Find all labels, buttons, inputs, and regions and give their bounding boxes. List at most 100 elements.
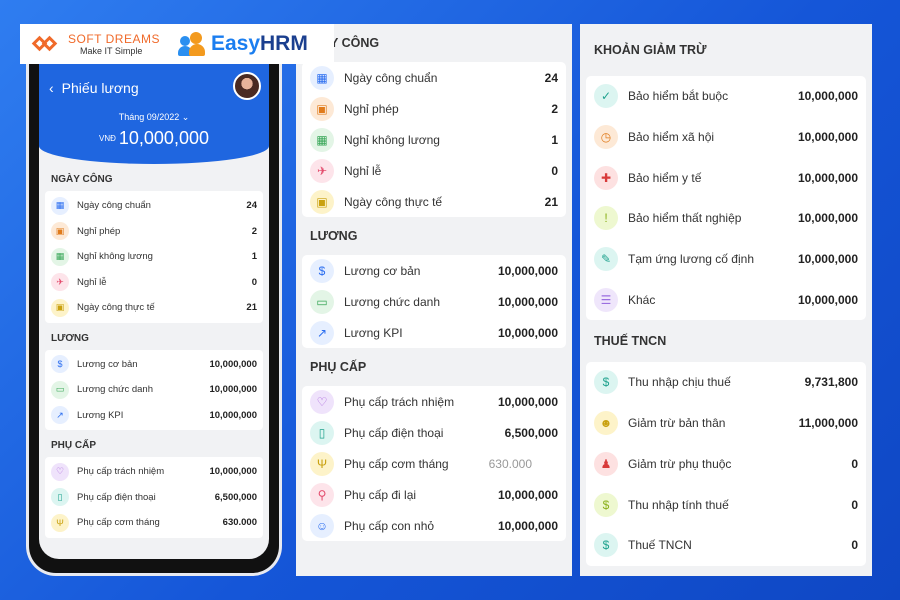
list-item-nghi-phep[interactable]: ▣ Nghỉ phép 2 <box>310 93 558 124</box>
list-item-nghi-khong-luong[interactable]: ▦ Nghỉ không lương 1 <box>51 244 257 270</box>
item-value: 10,000,000 <box>497 325 558 340</box>
list-item-ngay-cong-thuc-te[interactable]: ▣ Ngày công thực tế 21 <box>51 295 257 321</box>
list-item-luong-kpi[interactable]: ↗ Lương KPI 10,000,000 <box>51 403 257 429</box>
list-item-thue-tncn[interactable]: $ Thuế TNCN 0 <box>594 525 858 566</box>
list-item-nghi-le[interactable]: ✈ Nghỉ lễ 0 <box>310 155 558 186</box>
item-value: 6,500,000 <box>214 491 257 503</box>
item-label: Nghỉ không lương <box>77 251 153 263</box>
net-salary: VNĐ 10,000,000 <box>39 128 269 149</box>
middle-sections: ▦ Ngày công chuẩn 24 ▣ Nghỉ phép 2 ▦ Nghỉ không… <box>296 62 572 541</box>
item-label: Phụ cấp đi lại <box>344 487 417 502</box>
list-item-ngay-cong-chuan[interactable]: ▦ Ngày công chuẩn 24 <box>51 193 257 219</box>
list-item-tam-ung-luong-co-dinh[interactable]: ✎ Tạm ứng lương cố định 10,000,000 <box>594 239 858 280</box>
item-label: Thuế TNCN <box>628 538 692 553</box>
item-label: Lương KPI <box>344 325 403 340</box>
list-item-thu-nhap-tinh-thue[interactable]: $ Thu nhập tính thuế 0 <box>594 484 858 525</box>
item-label: Giảm trừ bản thân <box>628 416 726 431</box>
section-card-ngay-cong: ▦ Ngày công chuẩn 24 ▣ Nghỉ phép 2 ▦ Nghỉ không… <box>45 191 263 323</box>
list-item-bao-hiem-bat-buoc[interactable]: ✓ Bảo hiểm bắt buộc 10,000,000 <box>594 76 858 117</box>
item-label: Phụ cấp cơm tháng <box>344 456 449 471</box>
back-icon[interactable]: ‹ <box>49 80 54 96</box>
list-item-phu-cap-trach-nhiem[interactable]: ♡ Phụ cấp trách nhiệm 10,000,000 <box>310 386 558 417</box>
item-value: 10,000,000 <box>797 170 858 185</box>
item-label: Lương cơ bản <box>344 263 421 278</box>
item-value: 24 <box>544 70 558 85</box>
list-item-nghi-le[interactable]: ✈ Nghỉ lễ 0 <box>51 270 257 296</box>
phone-mockup: ‹ Phiếu lương Tháng 09/2022 ⌄ VNĐ 10,000,… <box>26 56 282 576</box>
list-item-nghi-khong-luong[interactable]: ▦ Nghỉ không lương 1 <box>310 124 558 155</box>
section-card-luong: $ Lương cơ bản 10,000,000 ▭ Lương chức danh 1… <box>45 349 263 430</box>
phu-cap-com-thang-icon: Ψ <box>51 513 69 532</box>
softdreams-logo: SOFT DREAMS Make IT Simple <box>30 32 160 56</box>
list-item-phu-cap-dien-thoai[interactable]: ▯ Phụ cấp điện thoại 6,500,000 <box>51 485 257 511</box>
item-label: Thu nhập chịu thuế <box>628 375 731 390</box>
item-value: 10,000,000 <box>797 130 858 145</box>
item-label: Nghỉ lễ <box>344 163 382 178</box>
item-value: 0 <box>551 163 558 178</box>
item-label: Thu nhập tính thuế <box>628 497 729 512</box>
list-item-nghi-phep[interactable]: ▣ Nghỉ phép 2 <box>51 219 257 245</box>
list-item-luong-kpi[interactable]: ↗ Lương KPI 10,000,000 <box>310 317 558 348</box>
list-item-phu-cap-dien-thoai[interactable]: ▯ Phụ cấp điện thoại 6,500,000 <box>310 417 558 448</box>
luong-kpi-icon: ↗ <box>51 406 69 425</box>
avatar[interactable] <box>233 72 261 100</box>
list-item-luong-chuc-danh[interactable]: ▭ Lương chức danh 10,000,000 <box>310 286 558 317</box>
list-item-luong-co-ban[interactable]: $ Lương cơ bản 10,000,000 <box>51 352 257 378</box>
list-item-phu-cap-di-lai[interactable]: ⚲ Phụ cấp đi lại 10,000,000 <box>310 479 558 510</box>
section-card-phu-cap: ♡ Phụ cấp trách nhiệm 10,000,000 ▯ Phụ cấp đ… <box>302 386 566 541</box>
item-value: 10,000,000 <box>209 409 257 421</box>
item-value: 10,000,000 <box>797 211 858 226</box>
softdreams-mark-icon <box>30 32 62 56</box>
ngay-cong-thuc-te-icon: ▣ <box>310 189 334 214</box>
list-item-giam-tru-ban-than[interactable]: ☻ Giảm trừ bản thân 11,000,000 <box>594 403 858 444</box>
item-value: 10,000,000 <box>497 294 558 309</box>
section-title-luong: LƯƠNG <box>310 229 358 243</box>
nghi-phep-icon: ▣ <box>310 96 334 121</box>
item-value: 10,000,000 <box>797 252 858 267</box>
nghi-khong-luong-icon: ▦ <box>51 247 69 266</box>
list-item-bao-hiem-xa-hoi[interactable]: ◷ Bảo hiểm xã hội 10,000,000 <box>594 117 858 158</box>
item-label: Nghỉ lễ <box>77 276 107 288</box>
list-item-thu-nhap-chiu-thue[interactable]: $ Thu nhập chịu thuế 9,731,800 <box>594 362 858 403</box>
right-sections: KHOẢN GIẢM TRỪ ✓ Bảo hiểm bắt buộc 10,000,0… <box>580 24 872 566</box>
list-item-phu-cap-trach-nhiem[interactable]: ♡ Phụ cấp trách nhiệm 10,000,000 <box>51 459 257 485</box>
item-value: 6,500,000 <box>504 425 558 440</box>
panel-right: KHOẢN GIẢM TRỪ ✓ Bảo hiểm bắt buộc 10,000,0… <box>580 24 872 576</box>
list-item-bao-hiem-y-te[interactable]: ✚ Bảo hiểm y tế 10,000,000 <box>594 157 858 198</box>
luong-chuc-danh-icon: ▭ <box>310 289 334 314</box>
giam-tru-phu-thuoc-icon: ♟ <box>594 451 618 476</box>
list-item-luong-chuc-danh[interactable]: ▭ Lương chức danh 10,000,000 <box>51 377 257 403</box>
item-value: 2 <box>251 225 257 237</box>
item-value: 21 <box>544 194 558 209</box>
item-label: Nghỉ không lương <box>344 132 440 147</box>
month-selector[interactable]: Tháng 09/2022 ⌄ <box>118 112 190 122</box>
list-item-khac[interactable]: ☰ Khác 10,000,000 <box>594 279 858 320</box>
section-title-ngay-cong: NGÀY CÔNG <box>51 174 113 185</box>
item-value: 10,000,000 <box>497 487 558 502</box>
page-title: ‹ Phiếu lương <box>49 80 139 96</box>
luong-co-ban-icon: $ <box>310 258 334 283</box>
list-item-phu-cap-com-thang[interactable]: Ψ Phụ cấp cơm tháng 630.000 <box>310 448 558 479</box>
list-item-luong-co-ban[interactable]: $ Lương cơ bản 10,000,000 <box>310 255 558 286</box>
list-item-ngay-cong-thuc-te[interactable]: ▣ Ngày công thực tế 21 <box>310 186 558 217</box>
nghi-phep-icon: ▣ <box>51 222 69 241</box>
list-item-phu-cap-con-nho[interactable]: ☺ Phụ cấp con nhỏ 10,000,000 <box>310 510 558 541</box>
phu-cap-trach-nhiem-icon: ♡ <box>51 462 69 481</box>
list-item-ngay-cong-chuan[interactable]: ▦ Ngày công chuẩn 24 <box>310 62 558 93</box>
list-item-phu-cap-com-thang[interactable]: Ψ Phụ cấp cơm tháng 630.000 <box>51 510 257 536</box>
item-value: 630.000 <box>488 456 532 471</box>
giam-tru-ban-than-icon: ☻ <box>594 411 618 436</box>
section-card-phu-cap: ♡ Phụ cấp trách nhiệm 10,000,000 ▯ Phụ cấp đ… <box>45 457 263 538</box>
item-label: Phụ cấp trách nhiệm <box>344 394 455 409</box>
item-label: Lương KPI <box>77 409 124 421</box>
section-title-khoan-giam-tru: KHOẢN GIẢM TRỪ <box>594 43 707 57</box>
item-value: 10,000,000 <box>797 292 858 307</box>
phu-cap-trach-nhiem-icon: ♡ <box>310 389 334 414</box>
item-label: Khác <box>628 292 656 307</box>
nghi-le-icon: ✈ <box>51 273 69 292</box>
list-item-bao-hiem-that-nghiep[interactable]: ! Bảo hiểm thất nghiệp 10,000,000 <box>594 198 858 239</box>
tam-ung-luong-co-dinh-icon: ✎ <box>594 247 618 272</box>
list-item-giam-tru-phu-thuoc[interactable]: ♟ Giảm trừ phụ thuộc 0 <box>594 444 858 485</box>
item-value: 0 <box>851 497 858 512</box>
item-label: Bảo hiểm xã hội <box>628 130 715 145</box>
